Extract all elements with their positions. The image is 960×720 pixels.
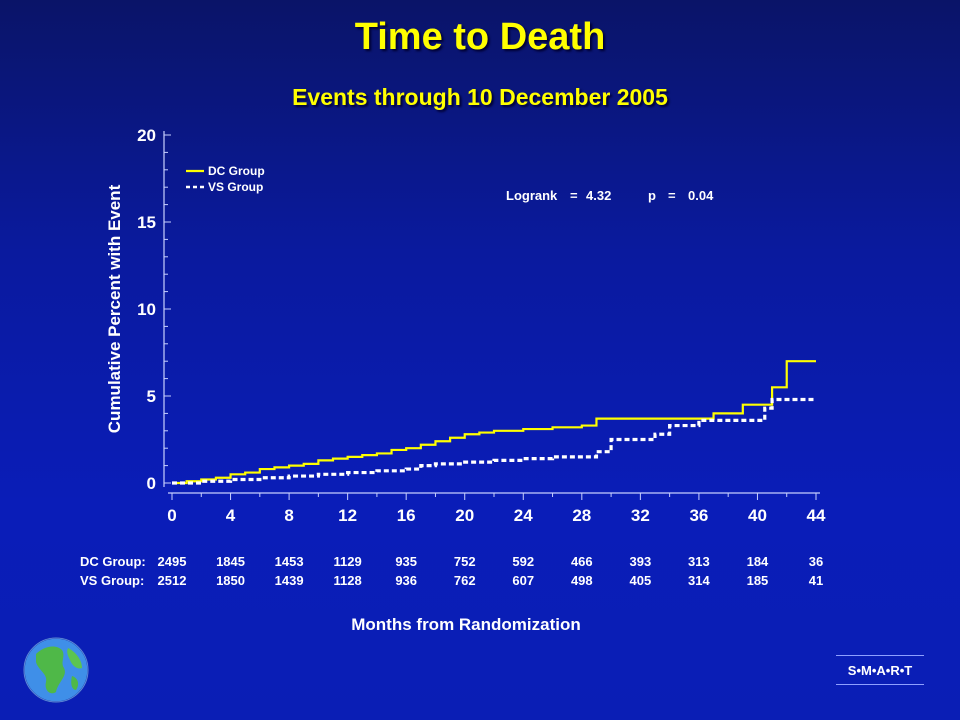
x-tick-label: 32 bbox=[631, 506, 650, 525]
chart-legend: DC Group VS Group bbox=[186, 164, 265, 194]
x-tick-label: 4 bbox=[226, 506, 236, 525]
y-tick-label: 5 bbox=[147, 387, 156, 406]
globe-logo bbox=[23, 637, 89, 703]
p-label: p bbox=[648, 188, 656, 203]
at-risk-value: 607 bbox=[512, 573, 534, 588]
series-line-vs-group bbox=[172, 397, 816, 485]
at-risk-value: 936 bbox=[395, 573, 417, 588]
legend-label-dc-group: DC Group bbox=[208, 164, 265, 178]
legend-label-vs-group: VS Group bbox=[208, 180, 263, 194]
at-risk-value: 1439 bbox=[275, 573, 304, 588]
at-risk-value: 466 bbox=[571, 554, 593, 569]
at-risk-value: 592 bbox=[512, 554, 534, 569]
y-axis-label: Cumulative Percent with Event bbox=[105, 184, 124, 433]
x-tick-label: 0 bbox=[167, 506, 176, 525]
at-risk-row-label: DC Group: bbox=[80, 554, 146, 569]
logrank-equals: = bbox=[570, 188, 578, 203]
at-risk-value: 1128 bbox=[334, 573, 362, 588]
at-risk-value: 185 bbox=[747, 573, 769, 588]
y-tick-label: 15 bbox=[137, 213, 156, 232]
logrank-value: 4.32 bbox=[586, 188, 611, 203]
at-risk-value: 1129 bbox=[334, 554, 362, 569]
at-risk-value: 184 bbox=[747, 554, 769, 569]
x-tick-label: 28 bbox=[572, 506, 591, 525]
x-tick-label: 44 bbox=[807, 506, 826, 525]
at-risk-value: 752 bbox=[454, 554, 476, 569]
at-risk-value: 2495 bbox=[158, 554, 187, 569]
chart-axes: 0 5 10 15 20 0 4 8 12 16 20 24 28 32 36 40 44 Cumulative … bbox=[105, 126, 826, 634]
at-risk-value: 41 bbox=[809, 573, 823, 588]
chart-series bbox=[172, 360, 816, 485]
x-tick-label: 40 bbox=[748, 506, 767, 525]
at-risk-row-label: VS Group: bbox=[80, 573, 144, 588]
at-risk-value: 1845 bbox=[216, 554, 245, 569]
at-risk-value: 393 bbox=[630, 554, 652, 569]
at-risk-value: 314 bbox=[688, 573, 710, 588]
at-risk-value: 405 bbox=[630, 573, 652, 588]
slide-subtitle: Events through 10 December 2005 bbox=[292, 84, 668, 110]
p-value: 0.04 bbox=[688, 188, 714, 203]
x-tick-label: 16 bbox=[397, 506, 416, 525]
x-tick-label: 24 bbox=[514, 506, 533, 525]
at-risk-value: 762 bbox=[454, 573, 476, 588]
p-equals: = bbox=[668, 188, 676, 203]
at-risk-table: DC Group: 2495 1845 1453 1129 935 752 592 466 393… bbox=[80, 554, 823, 588]
smart-logo: S•M•A•R•T bbox=[836, 655, 924, 685]
y-tick-label: 0 bbox=[147, 474, 156, 493]
at-risk-value: 2512 bbox=[158, 573, 187, 588]
logrank-annotation: Logrank = 4.32 p = 0.04 bbox=[506, 188, 714, 203]
x-tick-label: 20 bbox=[455, 506, 474, 525]
at-risk-value: 1453 bbox=[275, 554, 304, 569]
at-risk-value: 1850 bbox=[216, 573, 245, 588]
slide-title: Time to Death bbox=[354, 16, 606, 58]
y-tick-label: 20 bbox=[137, 126, 156, 145]
x-tick-label: 36 bbox=[689, 506, 708, 525]
at-risk-value: 313 bbox=[688, 554, 710, 569]
y-tick-label: 10 bbox=[137, 300, 156, 319]
series-line-dc-group bbox=[172, 360, 816, 485]
x-tick-label: 12 bbox=[338, 506, 357, 525]
at-risk-value: 935 bbox=[395, 554, 417, 569]
x-tick-label: 8 bbox=[284, 506, 293, 525]
at-risk-value: 36 bbox=[809, 554, 823, 569]
x-axis-label: Months from Randomization bbox=[351, 615, 580, 634]
at-risk-value: 498 bbox=[571, 573, 593, 588]
logrank-label: Logrank bbox=[506, 188, 558, 203]
